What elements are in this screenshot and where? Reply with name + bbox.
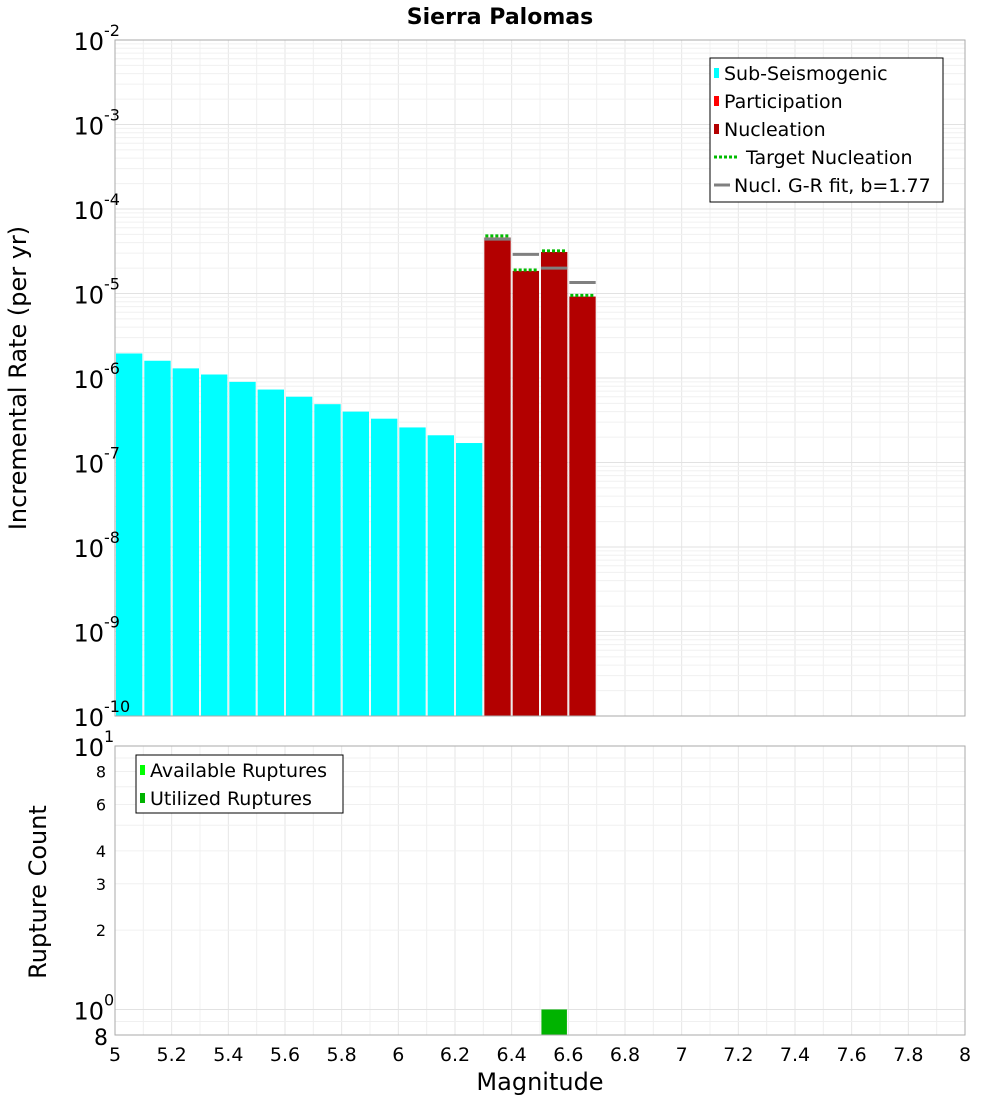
sub-seismogenic-bar-7 [314, 404, 341, 716]
x-tick-9: 6.8 [610, 1044, 640, 1066]
x-tick-15: 8 [959, 1044, 971, 1066]
top-y-tick-exp-3: -7 [104, 444, 120, 463]
utilized-ruptures-bar-0 [541, 1009, 567, 1035]
x-tick-1: 5.2 [157, 1044, 187, 1066]
bottom-y-minor-tick-3: 4 [96, 842, 106, 861]
top-y-tick-1: 10 [73, 620, 104, 648]
bottom-y-major-tick-exp-1: 1 [104, 727, 114, 746]
top-bars [116, 234, 596, 717]
sub-seismogenic-bar-5 [257, 389, 284, 716]
x-tick-12: 7.4 [780, 1044, 810, 1066]
sub-seismogenic-bar-9 [371, 418, 398, 716]
bottom-legend-label-0: Available Ruptures [150, 760, 327, 782]
bottom-grid [114, 745, 966, 1036]
bottom-y-minor-tick-2: 3 [96, 875, 106, 894]
x-tick-3: 5.6 [270, 1044, 300, 1066]
top-legend-label-4: Nucl. G-R fit, b=1.77 [734, 175, 931, 197]
bottom-y-major-tick-1: 10 [73, 734, 104, 762]
sub-seismogenic-bar-4 [229, 381, 256, 716]
bottom-y-axis-label: Rupture Count [24, 805, 52, 979]
bottom-y-major-tick-0: 10 [73, 997, 104, 1025]
top-y-tick-8: 10 [73, 28, 104, 56]
sub-seismogenic-bar-8 [342, 411, 369, 716]
x-axis-label: Magnitude [476, 1068, 603, 1096]
bottom-y-minor-tick-1: 2 [96, 921, 106, 940]
x-tick-labels: 5 5.2 5.4 5.6 5.8 6 6.2 6.4 6.6 6.8 7 7.2 7.4 7.6 7.8 8 [109, 1044, 971, 1066]
x-tick-11: 7.2 [723, 1044, 753, 1066]
top-y-tick-4: 10 [73, 366, 104, 394]
x-tick-8: 6.6 [553, 1044, 583, 1066]
x-tick-4: 5.8 [327, 1044, 357, 1066]
top-legend-label-3: Target Nucleation [745, 147, 913, 169]
nucleation-bar-0 [484, 237, 511, 717]
x-tick-14: 7.8 [893, 1044, 923, 1066]
sub-seismogenic-bar-11 [427, 435, 454, 716]
top-y-tick-exp-2: -8 [104, 528, 120, 547]
nucleation-bar-2 [541, 251, 568, 717]
sub-seismogenic-bar-2 [172, 368, 199, 716]
top-y-tick-exp-5: -5 [104, 275, 120, 294]
bottom-legend: Available Ruptures Utilized Ruptures [135, 754, 344, 814]
x-tick-13: 7.6 [837, 1044, 867, 1066]
top-legend-label-0: Sub-Seismogenic [724, 63, 888, 85]
top-legend: Sub-Seismogenic Participation Nucleation Ta… [709, 57, 944, 203]
nucleation-bar-1 [512, 270, 539, 716]
x-tick-10: 7 [676, 1044, 688, 1066]
top-y-tick-6: 10 [73, 197, 104, 225]
top-y-tick-exp-8: -2 [104, 21, 120, 40]
top-y-tick-exp-1: -9 [104, 613, 120, 632]
bottom-y-minor-tick-0: 8 [94, 1026, 108, 1051]
bottom-y-minor-tick-5: 8 [96, 763, 106, 782]
x-tick-2: 5.4 [213, 1044, 243, 1066]
bottom-plot-border [114, 745, 966, 1036]
top-y-tick-7: 10 [73, 113, 104, 141]
sub-seismogenic-bar-1 [144, 360, 171, 716]
bottom-y-minor-tick-4: 6 [96, 795, 106, 814]
sub-seismogenic-bar-3 [201, 374, 228, 716]
top-y-tick-exp-4: -6 [104, 359, 120, 378]
top-y-tick-exp-7: -3 [104, 106, 120, 125]
x-tick-0: 5 [109, 1044, 121, 1066]
nucleation-bar-3 [569, 296, 596, 716]
top-y-tick-2: 10 [73, 535, 104, 563]
top-plot-border [114, 39, 966, 717]
sub-seismogenic-bar-10 [399, 427, 426, 716]
x-tick-7: 6.4 [497, 1044, 527, 1066]
bottom-bars [541, 1009, 567, 1035]
top-y-axis-label: Incremental Rate (per yr) [4, 226, 32, 530]
top-legend-label-2: Nucleation [724, 119, 826, 141]
chart-title: Sierra Palomas [407, 5, 593, 30]
bottom-y-major-tick-exp-0: 0 [104, 990, 114, 1009]
x-tick-5: 6 [392, 1044, 404, 1066]
top-y-tick-3: 10 [73, 451, 104, 479]
top-y-tick-5: 10 [73, 282, 104, 310]
top-y-tick-exp-6: -4 [104, 190, 120, 209]
top-legend-label-1: Participation [724, 91, 843, 113]
sub-seismogenic-bar-12 [456, 443, 483, 716]
x-tick-6: 6.2 [440, 1044, 470, 1066]
sub-seismogenic-bar-6 [286, 396, 313, 716]
sub-seismogenic-bar-0 [116, 353, 143, 716]
bottom-legend-label-1: Utilized Ruptures [150, 788, 312, 810]
top-y-tick-exp-0: -10 [104, 697, 130, 716]
top-y-tick-0: 10 [73, 704, 104, 732]
